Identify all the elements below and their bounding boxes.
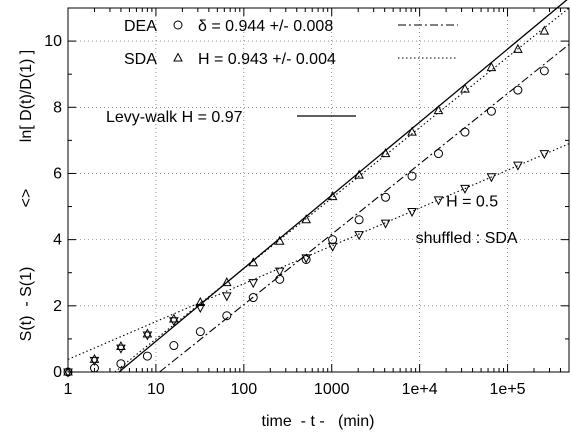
y-axis-title-right: ln[ D(t)/D(1) ] xyxy=(18,50,35,142)
y-tick-label: 8 xyxy=(53,99,62,116)
shuffled-sda-point xyxy=(274,267,285,277)
y-tick-label: 10 xyxy=(44,33,62,50)
fit-line xyxy=(118,0,568,373)
legend-fit-label: δ = 0.944 +/- 0.008 xyxy=(198,18,333,35)
shuffled-sda-point xyxy=(513,161,523,171)
dea-point xyxy=(381,192,391,202)
shuffled-sda-point xyxy=(486,173,497,183)
sda-point xyxy=(407,126,417,136)
sda-point xyxy=(142,328,153,338)
grid xyxy=(68,8,569,372)
dea-point xyxy=(142,351,152,361)
x-tick-label: 100 xyxy=(230,381,257,398)
shuffled-sda-point xyxy=(407,208,417,218)
sda-point xyxy=(380,148,391,158)
shuffled-sda-point xyxy=(89,356,100,366)
x-tick-label: 1 xyxy=(64,381,73,398)
x-axis-title: time - t - (min) xyxy=(262,413,375,430)
sda-point xyxy=(539,25,550,35)
legend-marker xyxy=(173,20,183,30)
sda-point xyxy=(354,169,364,179)
dea-point xyxy=(460,127,470,137)
sda-point xyxy=(248,257,259,267)
sda-point xyxy=(486,62,497,72)
dea-point xyxy=(433,149,443,159)
fit-line xyxy=(114,7,570,373)
shuffled-sda-point xyxy=(221,292,232,302)
legend-fit-label: H = 0.943 +/- 0.004 xyxy=(198,51,336,68)
legend-marker xyxy=(173,52,183,62)
sda-point xyxy=(169,313,179,323)
axis-ticks: 1 10 100 1000 1e+4 1e+5 0 2 4 6 8 10 xyxy=(44,8,569,398)
fit-line xyxy=(159,43,570,373)
dea-point xyxy=(169,341,179,351)
shuffled-sda-point xyxy=(539,150,550,160)
x-tick-label: 1e+4 xyxy=(402,381,438,398)
shuffled-sda-point xyxy=(248,279,259,289)
dea-point xyxy=(248,293,258,303)
sda-point xyxy=(116,340,126,351)
annotation-label: shuffled : SDA xyxy=(416,230,518,247)
shuffled-sda-point xyxy=(460,184,470,194)
x-tick-label: 1000 xyxy=(314,381,350,398)
y-tick-label: 4 xyxy=(53,232,62,249)
shuffled-sda-point xyxy=(327,242,338,252)
dea-point xyxy=(116,359,126,369)
sda-point xyxy=(327,191,338,201)
annotations: H = 0.5 shuffled : SDA xyxy=(416,194,518,247)
dea-point xyxy=(222,311,232,321)
shuffled-sda-point xyxy=(433,196,444,206)
sda-point xyxy=(301,214,312,224)
y-axis-title-mid: <> xyxy=(18,189,35,208)
x-tick-label: 1e+5 xyxy=(490,381,526,398)
y-tick-label: 0 xyxy=(53,364,62,381)
legend-name: SDA xyxy=(124,51,157,68)
y-tick-label: 2 xyxy=(53,298,62,315)
sda-point xyxy=(63,366,73,376)
fit-lines xyxy=(67,0,570,373)
dea-point xyxy=(486,106,496,116)
sda-point xyxy=(89,353,100,363)
sda-point xyxy=(513,43,523,53)
sda-point xyxy=(274,235,285,245)
y-tick-label: 6 xyxy=(53,165,62,182)
sda-point xyxy=(433,105,444,115)
dea-point xyxy=(407,171,417,181)
sda-point xyxy=(195,296,206,307)
y-axis-title-left: S(t) - S(1) xyxy=(18,267,35,342)
shuffled-sda-point xyxy=(116,344,126,354)
sda-point xyxy=(221,277,232,287)
legend-name: DEA xyxy=(124,18,157,35)
shuffled-sda-point xyxy=(380,219,391,229)
shuffled-sda-point xyxy=(354,231,364,241)
legend-name: Levy-walk H = 0.97 xyxy=(106,109,243,126)
dea-point xyxy=(513,85,523,95)
dea-point xyxy=(354,215,364,225)
shuffled-sda-point xyxy=(169,317,179,327)
shuffled-sda-point xyxy=(301,254,312,264)
sda-point xyxy=(460,83,470,93)
x-tick-label: 10 xyxy=(147,381,165,398)
shuffled-sda-point xyxy=(142,331,153,341)
dea-point xyxy=(195,327,205,337)
annotation-label: H = 0.5 xyxy=(446,194,498,211)
dea-point xyxy=(539,66,549,76)
shuffled-sda-point xyxy=(195,303,206,314)
legend: DEA δ = 0.944 +/- 0.008 SDA H = 0.943 +/- 0… xyxy=(106,18,458,126)
fit-line xyxy=(67,143,570,360)
dea-point xyxy=(301,254,311,264)
